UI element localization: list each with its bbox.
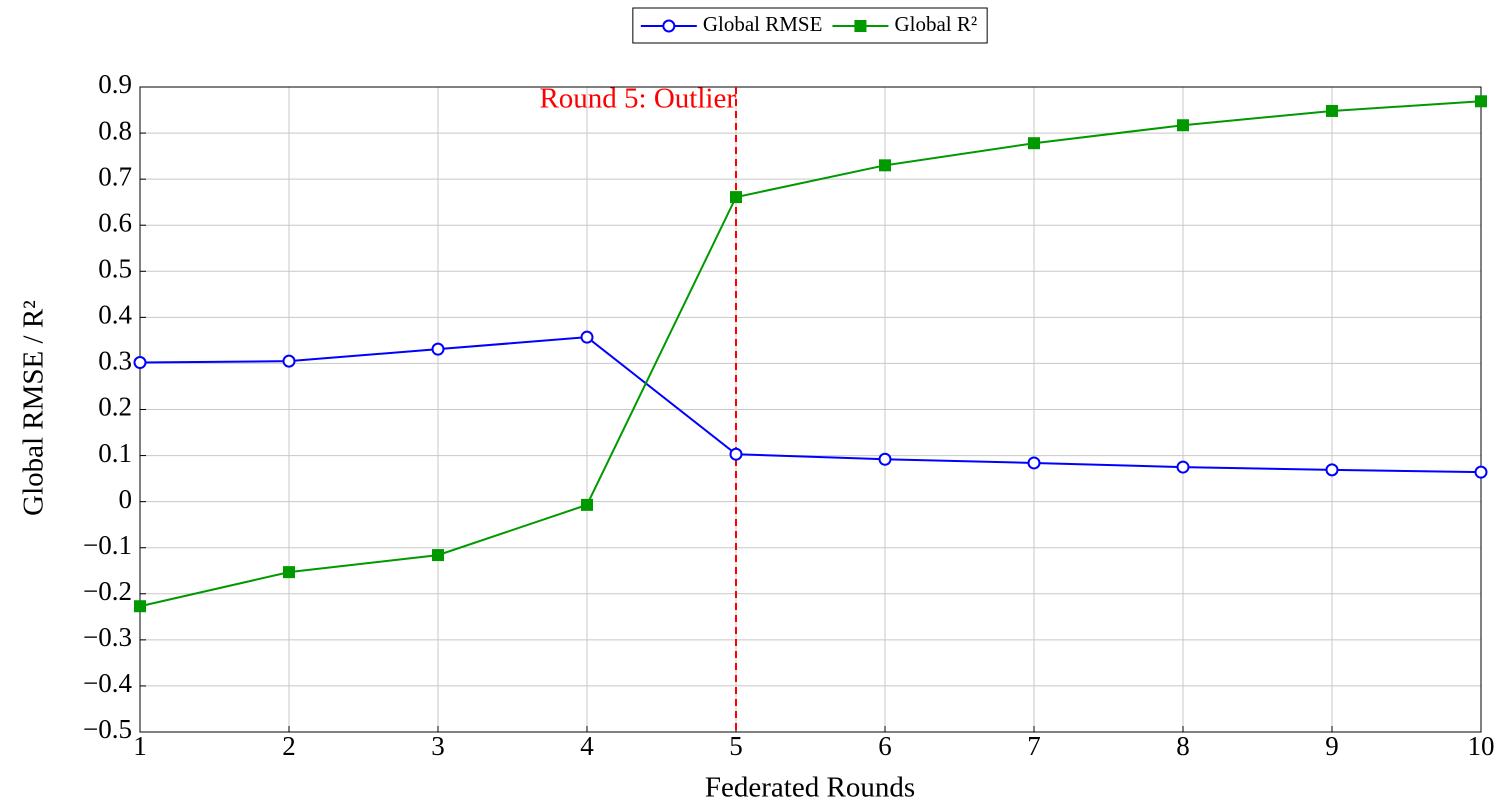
marker [134, 600, 146, 613]
annotation-text: Round 5: Outlier [539, 83, 736, 115]
x-tick-label: 8 [1176, 731, 1190, 761]
marker [1177, 119, 1189, 132]
x-tick-label: 2 [282, 731, 296, 761]
marker [580, 330, 594, 344]
plot-frame [139, 86, 1482, 733]
marker [431, 342, 445, 356]
legend-item: Global R² [832, 12, 977, 36]
x-tick-label: 1 [133, 731, 147, 761]
marker [1176, 460, 1190, 474]
series-line [139, 100, 1482, 608]
marker [879, 159, 891, 172]
plot: Round 5: Outlier [133, 83, 1488, 732]
series-line [139, 336, 1482, 474]
legend: Global RMSE Global R² [632, 7, 988, 44]
marker [581, 498, 593, 511]
y-tick-label: 0.1 [98, 438, 132, 468]
y-tick-label: 0.2 [98, 392, 132, 422]
marker [1326, 104, 1338, 117]
x-tick-label: 7 [1027, 731, 1041, 761]
y-tick-label: 0.4 [98, 300, 132, 330]
legend-label: Global RMSE [703, 12, 823, 36]
marker [662, 19, 676, 33]
x-axis-label: Federated Rounds [705, 772, 915, 804]
grid: −0.5 −0.4 −0.3 −0.2 −0.1 0 0.1 0.2 0.3 0.4 0.5 0.6 0… [83, 69, 1494, 761]
y-tick-label: 0.3 [98, 346, 132, 376]
marker [1475, 95, 1487, 108]
legend-item: Global RMSE [640, 12, 823, 36]
y-tick-label: −0.5 [83, 714, 132, 744]
marker [1027, 456, 1041, 470]
x-tick-label: 10 [1468, 731, 1495, 761]
legend-label: Global R² [894, 12, 977, 36]
y-tick-label: 0.9 [98, 69, 132, 99]
y-tick-label: −0.4 [83, 668, 132, 698]
y-tick-label: 0.8 [98, 115, 132, 145]
x-tick-label: 9 [1325, 731, 1339, 761]
y-tick-label: 0.7 [98, 161, 132, 191]
marker [1028, 137, 1040, 150]
marker [1325, 463, 1339, 477]
x-tick-label: 3 [431, 731, 445, 761]
x-tick-label: 5 [729, 731, 743, 761]
y-tick-label: 0 [119, 484, 133, 514]
y-tick-label: 0.6 [98, 207, 132, 237]
y-tick-label: 0.5 [98, 253, 132, 283]
marker [878, 452, 892, 466]
x-tick-label: 6 [878, 731, 892, 761]
y-tick-label: −0.1 [83, 530, 132, 560]
marker [133, 356, 147, 370]
y-tick-label: −0.3 [83, 622, 132, 652]
x-tick-label: 4 [580, 731, 594, 761]
marker [854, 20, 867, 32]
marker [283, 566, 295, 579]
y-tick-label: −0.2 [83, 576, 132, 606]
marker [730, 191, 742, 204]
marker [729, 447, 743, 461]
marker [282, 354, 296, 368]
marker [1474, 465, 1488, 479]
y-axis-label: Global RMSE / R² [18, 300, 50, 516]
marker [432, 549, 444, 562]
